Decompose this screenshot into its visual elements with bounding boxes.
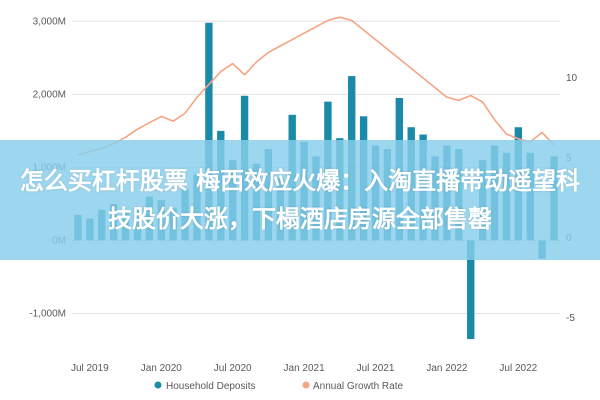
x-axis: Jul 2019 Jan 2020 Jul 2020 Jan 2021 Jul 2021… [71,363,538,374]
legend-label-household-deposits: Household Deposits [166,381,256,392]
legend: Household Deposits Annual Growth Rate [154,381,403,392]
legend-marker-annual-growth-rate [302,381,310,389]
line-series [77,16,555,156]
legend-label-annual-growth-rate: Annual Growth Rate [313,381,403,392]
legend-marker-household-deposits [154,381,162,389]
line-annual-growth-rate [77,16,555,156]
x-tick-label: Jul 2021 [357,363,395,374]
x-tick-label: Jan 2020 [141,363,183,374]
x-tick-label: Jan 2021 [284,363,326,374]
y-right-tick-label: -5 [566,313,575,324]
x-tick-label: Jul 2022 [499,363,537,374]
bar [205,22,213,241]
y-right-tick-label: 10 [566,73,578,84]
headline-text: 怎么买杠杆股票 梅西效应火爆：入淘直播带动遥望科技股价大涨，下榻酒店房源全部售罄 [19,167,581,233]
x-tick-label: Jul 2019 [71,363,109,374]
headline-banner: 怎么买杠杆股票 梅西效应火爆：入淘直播带动遥望科技股价大涨，下榻酒店房源全部售罄 [0,140,600,260]
x-tick-label: Jan 2022 [426,363,468,374]
y-left-tick-label: 2,000M [33,89,66,100]
y-left-tick-label: 3,000M [33,16,66,27]
y-left-tick-label: -1,000M [29,308,66,319]
x-tick-label: Jul 2020 [214,363,252,374]
bar [467,240,475,340]
